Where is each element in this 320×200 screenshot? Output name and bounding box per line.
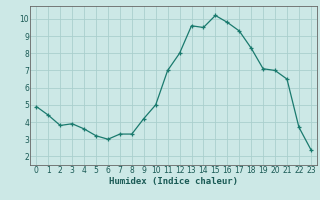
X-axis label: Humidex (Indice chaleur): Humidex (Indice chaleur)	[109, 177, 238, 186]
